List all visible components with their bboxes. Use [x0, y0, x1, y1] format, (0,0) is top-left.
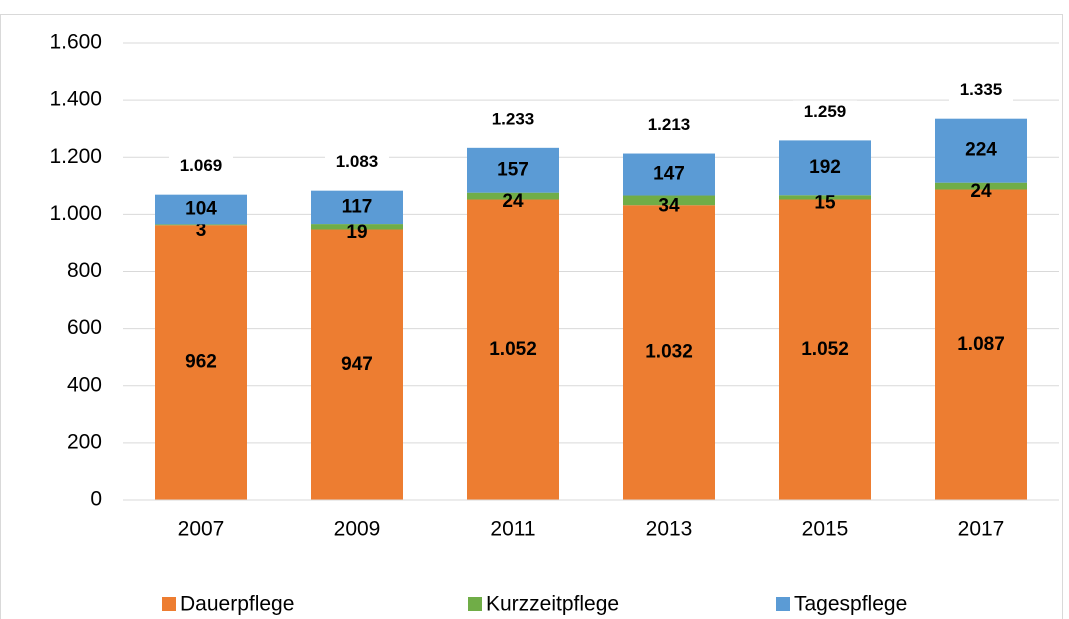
- x-tick-label: 2017: [958, 518, 1005, 541]
- bar-segment: [467, 192, 559, 200]
- total-label: 1.213: [648, 115, 691, 134]
- legend-label: Tagespflege: [794, 593, 907, 616]
- bar-segment: [467, 199, 559, 500]
- y-tick-label: 800: [67, 259, 102, 282]
- data-label: 192: [809, 157, 841, 178]
- legend-swatch: [776, 597, 790, 611]
- legend-swatch: [162, 597, 176, 611]
- data-label: 1.087: [957, 334, 1005, 355]
- y-tick-label: 1.200: [49, 145, 102, 168]
- data-label: 34: [658, 195, 680, 216]
- x-tick-label: 2011: [490, 518, 535, 541]
- bar-segment: [311, 190, 403, 225]
- legend-label: Kurzzeitpflege: [486, 593, 619, 616]
- data-label: 19: [346, 222, 367, 243]
- data-label: 104: [185, 199, 217, 220]
- total-label: 1.069: [180, 156, 223, 175]
- x-tick-label: 2015: [802, 518, 849, 541]
- bar-segment: [311, 229, 403, 500]
- data-label: 962: [185, 352, 217, 373]
- total-label-bg: [169, 154, 233, 179]
- y-tick-label: 1.600: [49, 31, 102, 54]
- data-label: 947: [341, 354, 373, 375]
- legend-swatch: [468, 597, 482, 611]
- bar-segment: [779, 195, 871, 200]
- data-label: 157: [497, 159, 529, 180]
- y-tick-label: 0: [90, 488, 102, 511]
- x-tick-label: 2013: [646, 518, 693, 541]
- data-label: 224: [965, 140, 997, 161]
- data-label: 1.052: [801, 339, 849, 360]
- y-tick-label: 400: [67, 373, 102, 396]
- data-label: 117: [342, 196, 373, 217]
- bar-segment: [155, 194, 247, 225]
- total-label-bg: [949, 78, 1013, 103]
- bar-segment: [623, 153, 715, 196]
- bar-segment: [155, 225, 247, 500]
- total-label-bg: [637, 113, 701, 138]
- total-label-bg: [793, 100, 857, 125]
- y-tick-label: 600: [67, 316, 102, 339]
- bar-segment: [935, 182, 1027, 190]
- bar-segment: [935, 189, 1027, 500]
- total-label: 1.233: [492, 109, 535, 128]
- data-label: 1.032: [645, 342, 693, 363]
- x-tick-label: 2007: [178, 518, 225, 541]
- total-label-bg: [481, 107, 545, 132]
- bar-segment: [311, 224, 403, 230]
- bar-segment: [155, 224, 247, 226]
- legend-label: Dauerpflege: [180, 593, 294, 616]
- bar-segment: [779, 199, 871, 500]
- total-label: 1.083: [336, 152, 379, 171]
- y-tick-label: 1.000: [49, 202, 102, 225]
- bar-segment: [623, 195, 715, 206]
- y-tick-label: 200: [67, 430, 102, 453]
- data-label: 24: [970, 181, 992, 202]
- bar-segment: [935, 118, 1027, 183]
- data-label: 3: [196, 220, 207, 241]
- total-label-bg: [325, 150, 389, 175]
- data-label: 24: [502, 191, 524, 212]
- data-label: 147: [653, 164, 685, 185]
- total-label: 1.335: [960, 80, 1003, 99]
- bar-segment: [779, 140, 871, 196]
- bar-segment: [467, 147, 559, 193]
- x-tick-label: 2009: [334, 518, 381, 541]
- total-label: 1.259: [804, 102, 847, 121]
- data-label: 1.052: [489, 339, 537, 360]
- data-label: 15: [814, 192, 836, 213]
- bar-segment: [623, 205, 715, 501]
- chart-frame: [0, 14, 1063, 619]
- y-tick-label: 1.400: [49, 88, 102, 111]
